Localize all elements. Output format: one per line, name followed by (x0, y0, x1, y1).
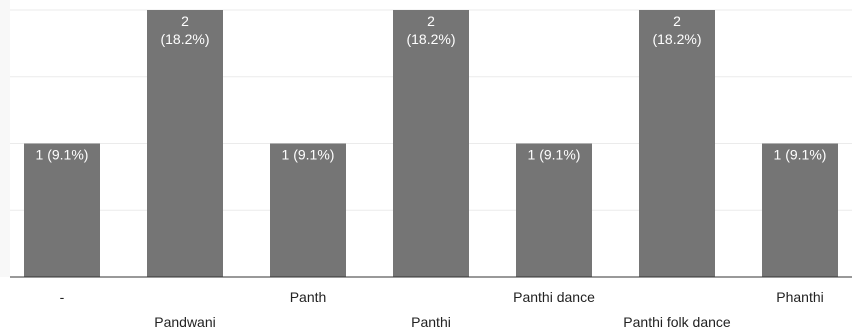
x-tick-label-1: Pandwani (154, 314, 216, 330)
data-label-line: 1 (9.1%) (282, 147, 335, 163)
data-label-line: 2 (181, 13, 189, 29)
bar-0 (24, 143, 100, 277)
x-tick-label-6: Phanthi (776, 289, 823, 305)
bar-5 (639, 10, 715, 277)
bar-6 (762, 143, 838, 277)
x-tick-label-5: Panthi folk dance (623, 314, 731, 330)
data-label-line: 1 (9.1%) (36, 147, 89, 163)
data-label-line: (18.2%) (406, 31, 455, 47)
data-label-1: 2 (18.2%) (160, 13, 209, 47)
data-label-6: 1 (9.1%) (774, 147, 827, 163)
data-label-4: 1 (9.1%) (528, 147, 581, 163)
x-tick-label-4: Panthi dance (513, 289, 595, 305)
bar-4 (516, 143, 592, 277)
data-label-0: 1 (9.1%) (36, 147, 89, 163)
data-labels: 1 (9.1%) 2 (18.2%) 1 (9.1%) 2 (18.2%) 1 (9.1%)… (36, 13, 827, 163)
x-tick-label-0: - (60, 289, 65, 305)
x-tick-label-3: Panthi (411, 314, 451, 330)
x-tick-label-2: Panth (290, 289, 327, 305)
data-label-line: 1 (9.1%) (528, 147, 581, 163)
data-label-line: (18.2%) (652, 31, 701, 47)
bars (24, 10, 838, 277)
data-label-line: 2 (427, 13, 435, 29)
bar-3 (393, 10, 469, 277)
data-label-line: 1 (9.1%) (774, 147, 827, 163)
bar-2 (270, 143, 346, 277)
data-label-line: (18.2%) (160, 31, 209, 47)
plot-left-margin (0, 0, 10, 277)
x-tick-labels: - Pandwani Panth Panthi Panthi dance Panthi f… (60, 289, 824, 330)
data-label-2: 1 (9.1%) (282, 147, 335, 163)
data-label-5: 2 (18.2%) (652, 13, 701, 47)
bar-1 (147, 10, 223, 277)
data-label-line: 2 (673, 13, 681, 29)
data-label-3: 2 (18.2%) (406, 13, 455, 47)
